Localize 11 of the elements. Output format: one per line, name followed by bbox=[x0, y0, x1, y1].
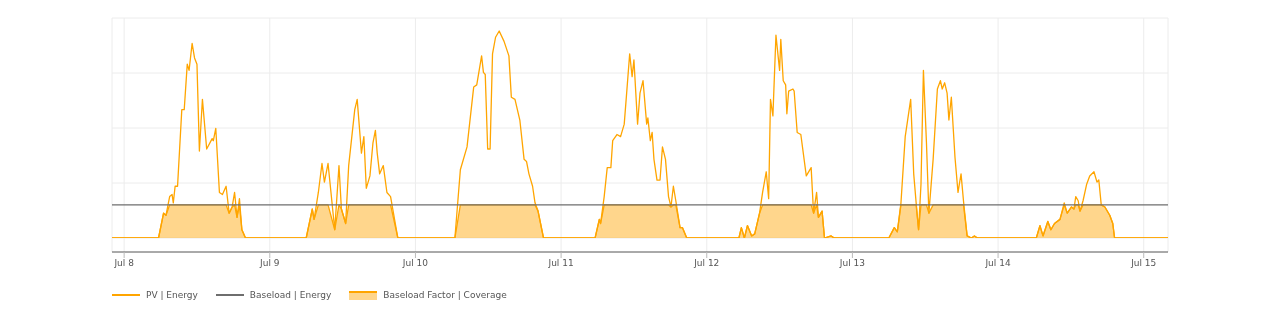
legend-label: Baseload | Energy bbox=[249, 290, 332, 300]
x-tick-label: Jul 10 bbox=[401, 258, 429, 269]
x-tick-label: Jul 14 bbox=[984, 258, 1011, 269]
x-tick-label: Jul 15 bbox=[1130, 258, 1157, 269]
x-tick-label: Jul 12 bbox=[693, 258, 720, 269]
x-tick-label: Jul 11 bbox=[547, 258, 574, 269]
legend-label: PV | Energy bbox=[146, 290, 198, 300]
x-tick-label: Jul 8 bbox=[113, 258, 135, 269]
x-tick-label: Jul 9 bbox=[259, 258, 280, 269]
legend-label: Baseload Factor | Coverage bbox=[383, 290, 507, 300]
x-tick-label: Jul 13 bbox=[838, 258, 865, 269]
